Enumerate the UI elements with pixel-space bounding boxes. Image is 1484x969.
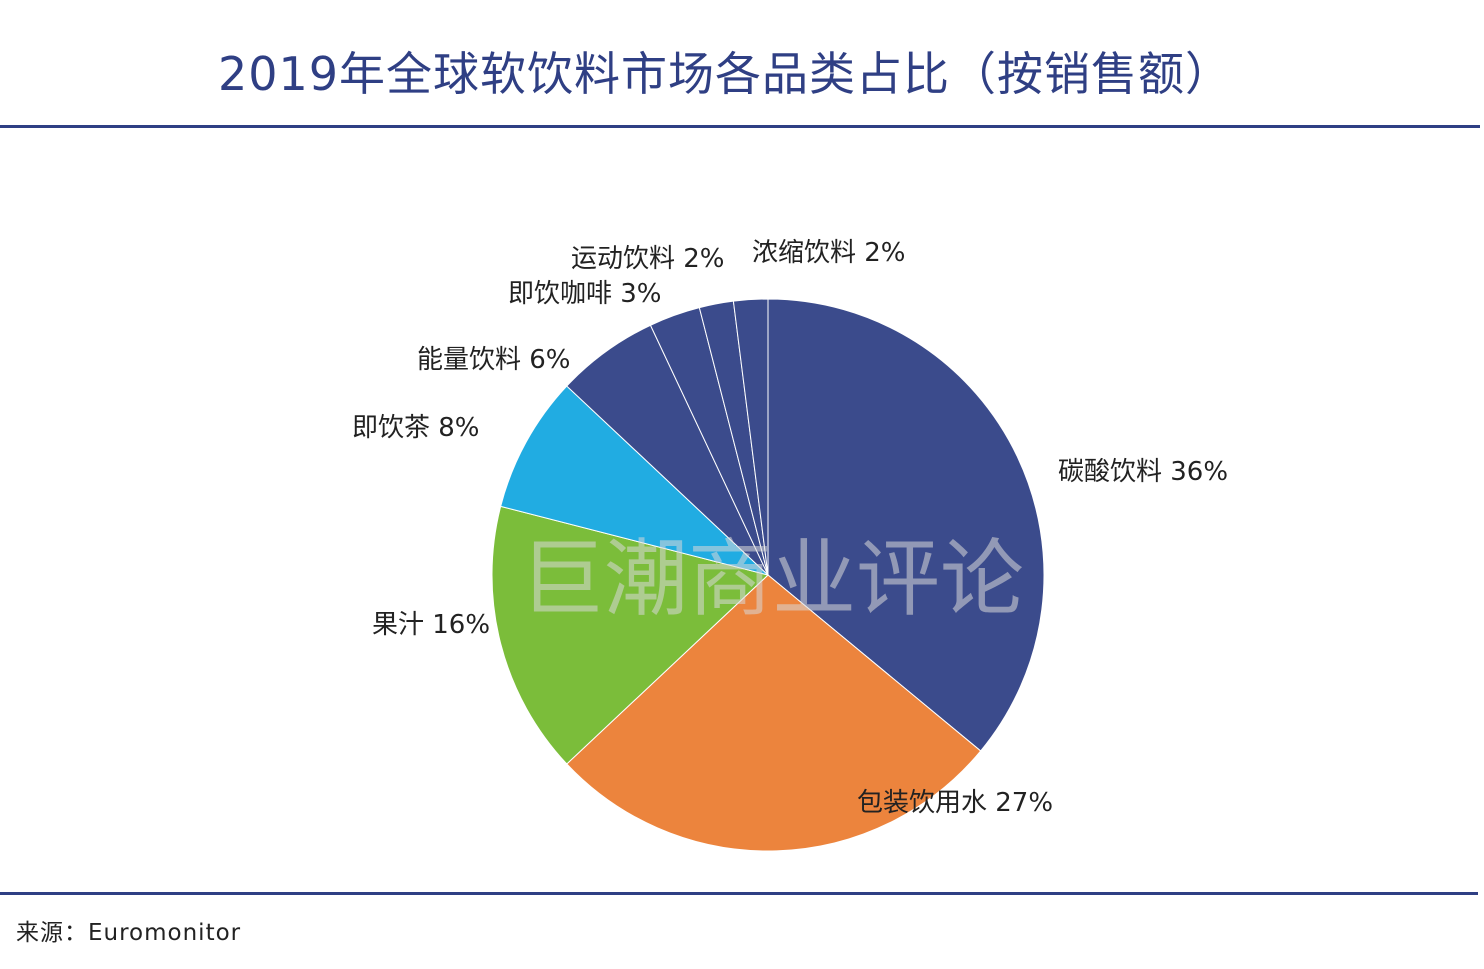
watermark: 巨潮商业评论	[520, 530, 1024, 628]
chart-title: 2019年全球软饮料市场各品类占比（按销售额）	[217, 47, 1233, 101]
pie-slice-3	[491, 505, 770, 765]
slice-label-1: 碳酸饮料 36%	[1058, 457, 1228, 487]
footer-divider	[0, 892, 1478, 895]
title-divider	[0, 125, 1480, 128]
slice-label-4: 即饮茶 8%	[352, 413, 480, 443]
pie-slice-1	[767, 298, 1045, 752]
slice-label-6: 即饮咖啡 3%	[508, 279, 662, 309]
pie-slices	[491, 298, 1045, 852]
slice-label-7: 运动饮料 2%	[571, 244, 725, 274]
slice-label-3: 果汁 16%	[372, 610, 490, 640]
slice-label-2: 包装饮用水 27%	[857, 788, 1053, 818]
source-note: 来源：Euromonitor	[16, 920, 242, 946]
slice-label-8: 浓缩饮料 2%	[752, 238, 906, 268]
pie-slice-2	[566, 574, 982, 852]
slice-label-5: 能量饮料 6%	[417, 345, 571, 375]
pie-labels: 碳酸饮料 36% 包装饮用水 27% 果汁 16% 即饮茶 8% 能量饮料 6% 即饮咖啡…	[352, 238, 1228, 818]
pie-slice-4	[500, 385, 769, 576]
pie-slice-8	[732, 298, 769, 576]
